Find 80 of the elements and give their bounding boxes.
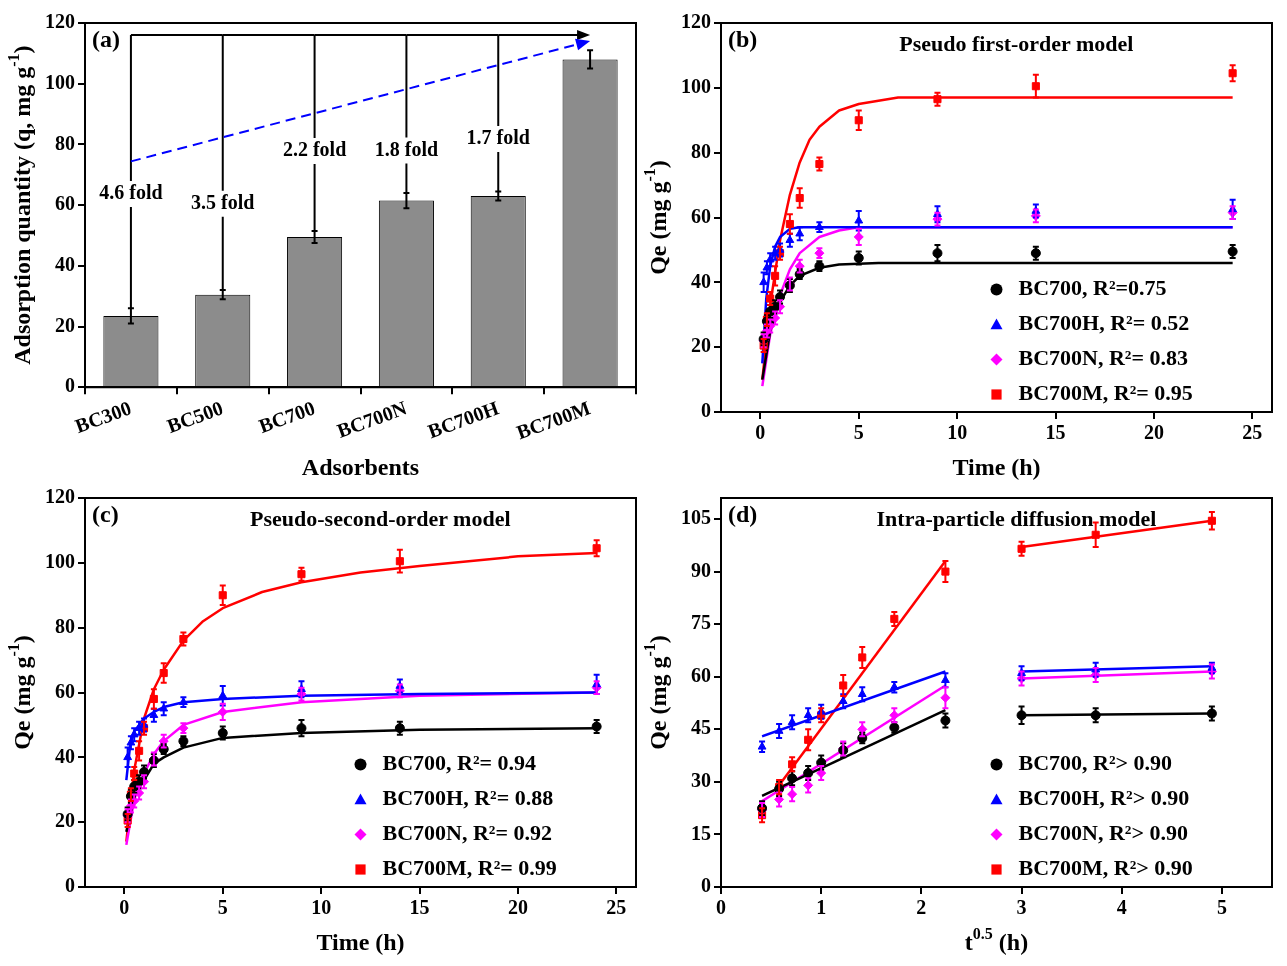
y-tick-label: 40 — [55, 252, 75, 275]
y-tick-label: 40 — [55, 744, 75, 767]
y-tick-label: 80 — [55, 131, 75, 154]
chart-title: Intra-particle diffusion model — [876, 505, 1157, 531]
y-tick-label: 45 — [691, 716, 711, 739]
legend-label: BC700N, R²= 0.83 — [1018, 345, 1188, 371]
x-tick-label: 5 — [1216, 896, 1227, 919]
y-axis-title: Qe (mg g-1) — [4, 635, 36, 750]
x-tick-label: 2 — [916, 896, 927, 919]
y-tick-label: 120 — [45, 485, 75, 508]
x-tick-label: 25 — [1242, 421, 1263, 444]
y-tick-label: 40 — [691, 269, 711, 292]
y-tick-label: 0 — [701, 874, 711, 897]
chart-title: Pseudo first-order model — [899, 30, 1134, 56]
legend-label: BC700N, R²= 0.92 — [382, 820, 552, 846]
y-tick-label: 120 — [45, 10, 75, 33]
y-tick-label: 100 — [681, 75, 711, 98]
x-tick-label: 0 — [755, 421, 766, 444]
y-tick-label: 60 — [691, 204, 711, 227]
x-tick-label: 10 — [311, 896, 332, 919]
x-tick-label: 20 — [507, 896, 528, 919]
chart-title: Pseudo-second-order model — [250, 505, 511, 531]
y-tick-label: 20 — [691, 334, 711, 357]
x-tick-label: 15 — [1045, 421, 1066, 444]
legend-label: BC700M, R²= 0.95 — [1018, 380, 1193, 406]
legend-label: BC700N, R²> 0.90 — [1018, 820, 1188, 846]
x-tick-label: 3 — [1016, 896, 1027, 919]
y-tick-label: 120 — [681, 10, 711, 33]
x-axis-title: Adsorbents — [301, 454, 420, 481]
legend-label: BC700H, R²> 0.90 — [1018, 785, 1190, 811]
y-tick-label: 105 — [681, 506, 711, 529]
x-axis-title: Time (h) — [316, 929, 405, 956]
y-tick-label: 100 — [45, 550, 75, 573]
y-tick-label: 30 — [691, 769, 711, 792]
x-tick-label: 15 — [409, 896, 430, 919]
x-tick-label: BC700 — [255, 396, 318, 437]
legend-label: BC700H, R²= 0.88 — [382, 785, 554, 811]
x-tick-label: BC300 — [72, 396, 135, 437]
legend-label: BC700H, R²= 0.52 — [1018, 310, 1190, 336]
legend-label: BC700M, R²> 0.90 — [1018, 855, 1193, 881]
annotation: (b) — [728, 26, 758, 53]
x-tick-label: 4 — [1116, 896, 1127, 919]
legend-label: BC700, R²= 0.94 — [382, 750, 537, 776]
y-axis-title: Qe (mg g-1) — [640, 160, 672, 275]
x-tick-label: 1 — [816, 896, 827, 919]
x-tick-label: 5 — [217, 896, 228, 919]
y-tick-label: 100 — [45, 70, 75, 93]
annotation: (c) — [92, 501, 119, 528]
y-tick-label: 80 — [691, 139, 711, 162]
y-tick-label: 0 — [65, 874, 75, 897]
y-tick-label: 60 — [691, 663, 711, 686]
x-tick-label: 5 — [853, 421, 864, 444]
y-axis-title: Qe (mg g-1) — [640, 635, 672, 750]
x-tick-label: 20 — [1143, 421, 1164, 444]
x-tick-label: 10 — [947, 421, 968, 444]
y-axis-title: Adsorption quantity (q, mg g-1) — [4, 45, 36, 365]
y-tick-label: 15 — [691, 821, 711, 844]
annotation: 1.8 fold — [374, 137, 439, 160]
annotation: (d) — [728, 501, 758, 528]
legend-label: BC700, R²=0.75 — [1018, 275, 1167, 301]
y-tick-label: 20 — [55, 809, 75, 832]
x-tick-label: 0 — [716, 896, 726, 919]
legend-label: BC700M, R²= 0.99 — [382, 855, 557, 881]
y-tick-label: 20 — [55, 313, 75, 336]
x-axis-title: Time (h) — [952, 454, 1041, 481]
y-tick-label: 0 — [65, 374, 75, 397]
y-tick-label: 60 — [55, 192, 75, 215]
annotation: 1.7 fold — [466, 126, 530, 149]
annotation: 3.5 fold — [191, 190, 255, 213]
y-tick-label: 80 — [55, 614, 75, 637]
x-tick-label: 0 — [119, 896, 130, 919]
annotation: (a) — [92, 26, 120, 53]
annotation: 2.2 fold — [282, 138, 347, 161]
y-tick-label: 60 — [55, 679, 75, 702]
legend-label: BC700, R²> 0.90 — [1018, 750, 1173, 776]
x-tick-label: BC500 — [164, 396, 226, 437]
y-tick-label: 90 — [691, 558, 711, 581]
annotation: 4.6 fold — [99, 181, 163, 204]
y-tick-label: 75 — [691, 611, 711, 634]
x-tick-label: 25 — [606, 896, 627, 919]
